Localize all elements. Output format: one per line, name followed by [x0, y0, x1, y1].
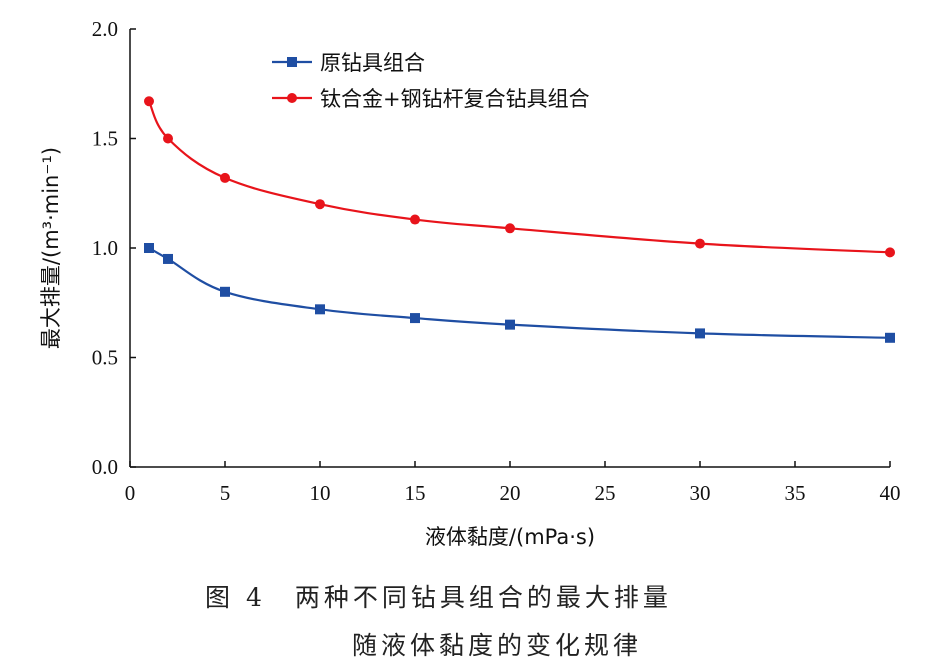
x-tick-label: 20 — [500, 481, 521, 505]
data-point-circle — [144, 96, 154, 107]
data-point-square — [144, 243, 154, 253]
legend-label-1: 钛合金+钢钻杆复合钻具组合 — [320, 87, 590, 111]
data-point-circle — [163, 133, 173, 144]
data-point-square — [163, 253, 173, 264]
x-tick-label: 10 — [310, 481, 331, 505]
data-point-circle — [410, 214, 420, 225]
legend-marker-circle — [287, 93, 297, 103]
x-tick-label: 40 — [880, 481, 901, 505]
data-point-circle — [220, 172, 230, 183]
x-tick-label: 15 — [405, 481, 426, 505]
legend-marker-square — [287, 57, 297, 67]
y-tick-label: 1.5 — [92, 127, 118, 151]
data-point-square — [410, 313, 420, 324]
x-tick-label: 30 — [690, 481, 711, 505]
data-point-square — [885, 332, 895, 343]
series-group — [144, 96, 895, 343]
y-tick-label: 1.0 — [92, 236, 118, 260]
data-point-square — [315, 304, 325, 315]
x-tick-label: 0 — [125, 481, 136, 505]
axes: 0 5 10 15 20 25 30 35 40 0.0 0.5 1.0 1.5 2.0 — [92, 17, 901, 505]
y-axis-label: 最大排量/(m³·min⁻¹) — [39, 147, 63, 349]
data-point-circle — [695, 238, 705, 249]
series-line-1 — [147, 100, 891, 254]
legend-label-0: 原钻具组合 — [320, 51, 425, 75]
series-line-0 — [148, 247, 891, 339]
data-point-square — [505, 319, 515, 330]
y-tick-label: 0.5 — [92, 346, 118, 370]
caption-line-1: 图 4 两种不同钻具组合的最大排量 — [205, 583, 672, 612]
x-tick-label: 5 — [220, 481, 231, 505]
data-point-circle — [315, 199, 325, 210]
data-point-circle — [505, 223, 515, 234]
data-point-square — [695, 328, 705, 339]
y-tick-label: 2.0 — [92, 17, 118, 41]
x-tick-label: 35 — [785, 481, 806, 505]
y-tick-label: 0.0 — [92, 455, 118, 479]
data-point-square — [220, 286, 230, 297]
x-axis-label: 液体黏度/(mPa·s) — [425, 525, 595, 549]
caption-line-2: 随液体黏度的变化规律 — [352, 631, 643, 660]
data-point-circle — [885, 247, 895, 258]
x-tick-label: 25 — [595, 481, 616, 505]
